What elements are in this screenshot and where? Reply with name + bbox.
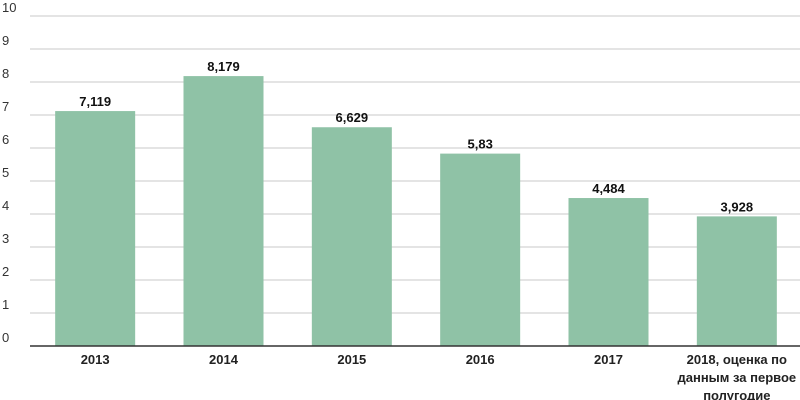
y-tick-label: 6 (2, 132, 9, 147)
y-tick-label: 2 (2, 264, 9, 279)
y-tick-label: 0 (2, 330, 9, 345)
x-tick-label: 2015 (337, 352, 366, 367)
y-tick-label: 4 (2, 198, 9, 213)
y-tick-label: 1 (2, 297, 9, 312)
y-tick-label: 8 (2, 66, 9, 81)
data-label: 4,484 (592, 181, 625, 196)
x-tick-label: 2016 (466, 352, 495, 367)
bar (311, 127, 392, 346)
x-tick-label: данным за первое (677, 370, 796, 385)
data-label: 5,83 (468, 137, 493, 152)
data-label: 8,179 (207, 59, 240, 74)
x-tick-label: 2018, оценка по (687, 352, 787, 367)
x-tick-label: 2017 (594, 352, 623, 367)
y-tick-label: 7 (2, 99, 9, 114)
y-tick-label: 5 (2, 165, 9, 180)
bar (183, 76, 264, 346)
bar (55, 111, 136, 346)
bar (568, 198, 649, 346)
x-tick-label: 2014 (209, 352, 239, 367)
y-tick-label: 3 (2, 231, 9, 246)
bar (696, 216, 777, 346)
data-label: 7,119 (79, 94, 111, 109)
data-label: 3,928 (721, 199, 754, 214)
x-tick-label: 2013 (81, 352, 110, 367)
x-tick-label: полугодие (703, 388, 770, 400)
y-tick-label: 10 (2, 0, 16, 15)
data-label: 6,629 (336, 110, 369, 125)
bar (440, 153, 521, 346)
y-tick-label: 9 (2, 33, 9, 48)
